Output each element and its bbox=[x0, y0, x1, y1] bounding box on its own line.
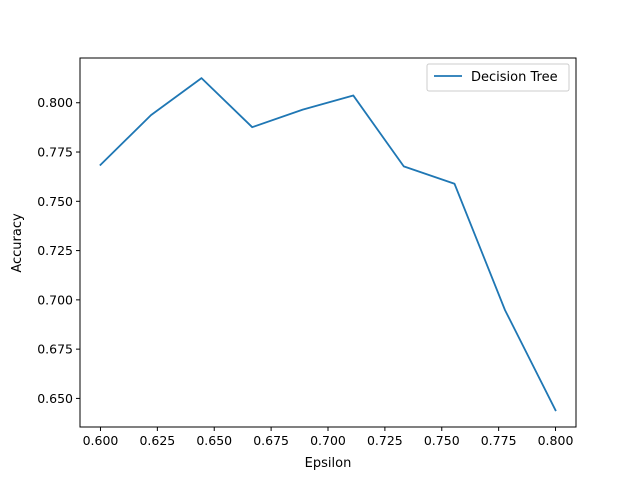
x-tick-label: 0.700 bbox=[310, 433, 346, 448]
y-tick-label: 0.675 bbox=[37, 342, 73, 357]
x-tick-label: 0.775 bbox=[481, 433, 517, 448]
x-tick-label: 0.800 bbox=[538, 433, 574, 448]
legend-label: Decision Tree bbox=[471, 70, 558, 85]
y-tick-label: 0.800 bbox=[37, 95, 73, 110]
series-line-0 bbox=[99, 77, 557, 412]
y-axis-title: Accuracy bbox=[10, 213, 25, 273]
x-axis-ticks: 0.600 0.625 0.650 0.675 0.700 0.725 0.750 0.775… bbox=[83, 427, 574, 448]
x-tick-label: 0.750 bbox=[424, 433, 460, 448]
x-tick-label: 0.650 bbox=[196, 433, 232, 448]
x-tick-label: 0.675 bbox=[253, 433, 289, 448]
x-tick-label: 0.625 bbox=[139, 433, 175, 448]
y-tick-label: 0.775 bbox=[37, 145, 73, 160]
legend-box bbox=[426, 63, 570, 92]
y-tick-label: 0.750 bbox=[37, 194, 73, 209]
x-tick-label: 0.725 bbox=[367, 433, 403, 448]
y-tick-label: 0.725 bbox=[37, 243, 73, 258]
y-tick-label: 0.700 bbox=[37, 292, 73, 307]
y-axis-ticks: 0.650 0.675 0.700 0.725 0.750 0.775 0.800 bbox=[37, 95, 80, 406]
x-tick-label: 0.600 bbox=[83, 433, 119, 448]
legend: Decision Tree bbox=[426, 63, 570, 92]
y-tick-label: 0.650 bbox=[37, 391, 73, 406]
x-axis-title: Epsilon bbox=[305, 456, 352, 471]
